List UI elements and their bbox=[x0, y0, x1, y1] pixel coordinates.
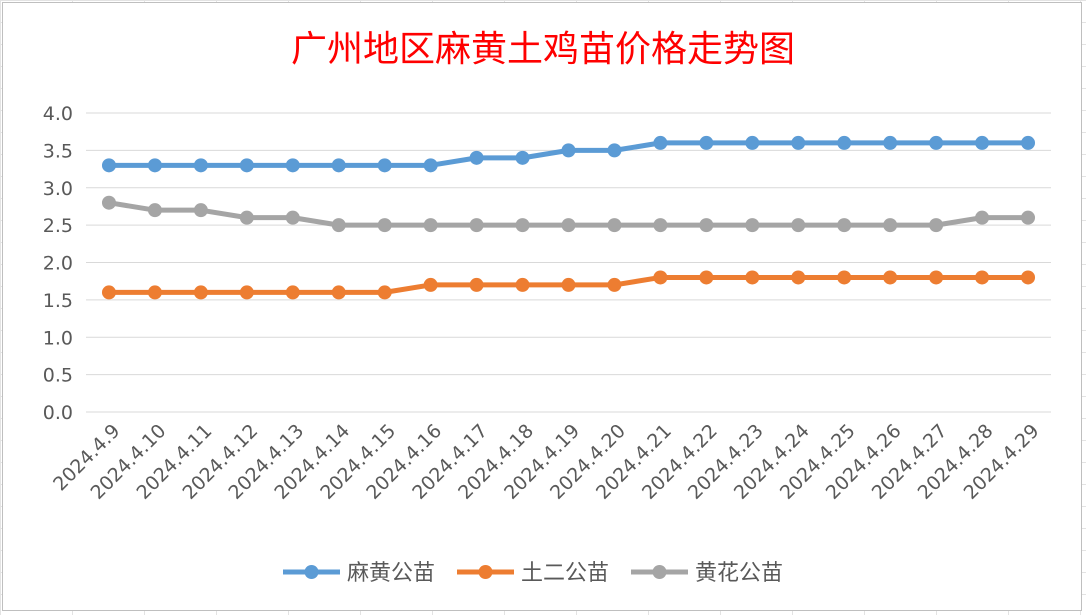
data-point bbox=[147, 203, 162, 218]
data-point bbox=[929, 218, 944, 233]
y-tick-label: 0.5 bbox=[43, 365, 73, 387]
data-point bbox=[837, 218, 852, 233]
data-point bbox=[423, 277, 438, 292]
y-tick-label: 1.0 bbox=[43, 327, 73, 349]
legend-marker-icon bbox=[478, 565, 493, 579]
data-point bbox=[975, 135, 990, 150]
gridlines bbox=[86, 112, 1051, 413]
data-point bbox=[561, 218, 576, 233]
data-point bbox=[515, 150, 530, 165]
series-1 bbox=[101, 135, 1036, 173]
legend-item: 麻黄公苗 bbox=[283, 561, 435, 586]
data-point bbox=[469, 218, 484, 233]
data-point bbox=[285, 285, 300, 300]
data-series bbox=[101, 135, 1036, 300]
y-tick-label: 4.0 bbox=[43, 103, 73, 125]
data-point bbox=[193, 158, 208, 173]
data-point bbox=[101, 195, 116, 210]
data-point bbox=[377, 285, 392, 300]
data-point bbox=[285, 158, 300, 173]
y-tick-label: 0.0 bbox=[43, 402, 73, 424]
data-point bbox=[377, 218, 392, 233]
legend-item: 土二公苗 bbox=[457, 561, 609, 586]
series-3 bbox=[101, 195, 1036, 233]
data-point bbox=[423, 218, 438, 233]
data-point bbox=[1021, 135, 1036, 150]
chart-title: 广州地区麻黄土鸡苗价格走势图 bbox=[291, 29, 795, 70]
data-point bbox=[423, 158, 438, 173]
data-point bbox=[653, 218, 668, 233]
data-point bbox=[193, 203, 208, 218]
data-point bbox=[101, 285, 116, 300]
x-axis-tick-labels: 2024.4.92024.4.102024.4.112024.4.122024.… bbox=[49, 420, 1043, 504]
data-point bbox=[147, 158, 162, 173]
data-point bbox=[607, 143, 622, 158]
data-point bbox=[883, 270, 898, 285]
legend-marker-icon bbox=[304, 565, 319, 579]
data-point bbox=[745, 218, 760, 233]
y-tick-label: 2.5 bbox=[43, 215, 73, 237]
data-point bbox=[791, 218, 806, 233]
data-point bbox=[239, 285, 254, 300]
data-point bbox=[377, 158, 392, 173]
y-tick-label: 3.0 bbox=[43, 178, 73, 200]
legend-marker-icon bbox=[652, 565, 667, 579]
data-point bbox=[331, 285, 346, 300]
data-point bbox=[515, 277, 530, 292]
data-point bbox=[791, 270, 806, 285]
data-point bbox=[607, 277, 622, 292]
data-point bbox=[1021, 270, 1036, 285]
legend-item: 黄花公苗 bbox=[631, 561, 783, 586]
data-point bbox=[147, 285, 162, 300]
data-point bbox=[699, 135, 714, 150]
y-tick-label: 2.0 bbox=[43, 253, 73, 275]
data-point bbox=[331, 158, 346, 173]
data-point bbox=[653, 135, 668, 150]
data-point bbox=[561, 277, 576, 292]
data-point bbox=[837, 135, 852, 150]
data-point bbox=[883, 135, 898, 150]
legend: 麻黄公苗 土二公苗 黄花公苗 bbox=[283, 561, 783, 586]
data-point bbox=[745, 135, 760, 150]
data-point bbox=[883, 218, 898, 233]
y-axis-tick-labels: 0.0 0.5 1.0 1.5 2.0 2.5 3.0 3.5 4.0 bbox=[43, 103, 73, 424]
data-point bbox=[561, 143, 576, 158]
data-point bbox=[469, 150, 484, 165]
data-point bbox=[239, 210, 254, 225]
legend-label: 黄花公苗 bbox=[695, 561, 783, 586]
data-point bbox=[515, 218, 530, 233]
data-point bbox=[975, 270, 990, 285]
data-point bbox=[699, 270, 714, 285]
data-point bbox=[607, 218, 622, 233]
data-point bbox=[285, 210, 300, 225]
data-point bbox=[239, 158, 254, 173]
y-tick-label: 3.5 bbox=[43, 140, 73, 162]
data-point bbox=[193, 285, 208, 300]
data-point bbox=[837, 270, 852, 285]
data-point bbox=[791, 135, 806, 150]
y-tick-label: 1.5 bbox=[43, 290, 73, 312]
data-point bbox=[469, 277, 484, 292]
data-point bbox=[745, 270, 760, 285]
legend-label: 土二公苗 bbox=[521, 561, 609, 586]
line-chart: 广州地区麻黄土鸡苗价格走势图 0.0 0.5 1.0 1.5 2.0 2.5 3.0 3.5 4… bbox=[43, 29, 1051, 586]
series-2 bbox=[101, 270, 1036, 300]
data-point bbox=[975, 210, 990, 225]
data-point bbox=[929, 135, 944, 150]
data-point bbox=[929, 270, 944, 285]
data-point bbox=[653, 270, 668, 285]
data-point bbox=[101, 158, 116, 173]
legend-label: 麻黄公苗 bbox=[347, 561, 435, 586]
data-point bbox=[331, 218, 346, 233]
data-point bbox=[699, 218, 714, 233]
data-point bbox=[1021, 210, 1036, 225]
